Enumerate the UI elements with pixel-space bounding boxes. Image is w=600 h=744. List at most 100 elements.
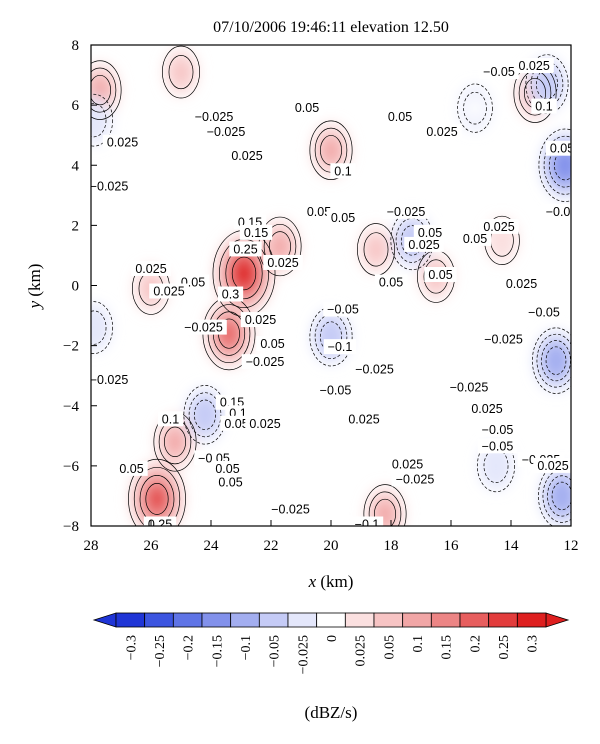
x-tick-label: 22 — [264, 538, 279, 554]
contour-label: −0.025 — [450, 381, 489, 395]
contour-label: 0.025 — [231, 149, 262, 163]
colorbar-swatch — [172, 612, 203, 628]
contour-label-bg — [330, 163, 356, 179]
contour-label: 0.25 — [233, 242, 257, 256]
contour-line — [309, 306, 353, 367]
contour-line — [188, 392, 222, 438]
contour-line — [145, 483, 169, 515]
contour-label: 0.025 — [426, 125, 457, 139]
field-band — [547, 349, 565, 372]
colorbar-tick-label: 0.025 — [354, 635, 369, 667]
contour-label: −0.025 — [396, 472, 435, 486]
colorbar-swatch — [344, 612, 375, 628]
contour-label-bg — [115, 460, 148, 476]
colorbar-swatch — [373, 612, 404, 628]
contour-label: −0.025 — [546, 205, 585, 219]
contour-label: −0.025 — [90, 179, 129, 193]
contour-label: −0.025 — [484, 333, 523, 347]
x-tick-label: 20 — [324, 538, 339, 554]
contour-label: 0.05 — [215, 462, 239, 476]
field-band — [553, 484, 571, 508]
contour-line — [525, 54, 569, 114]
contour-label: −0.05 — [528, 306, 560, 320]
contour-label-bg — [531, 98, 557, 114]
colorbar-tick-label: 0.1 — [411, 635, 426, 653]
colorbar-swatch — [516, 612, 547, 628]
field-band — [166, 429, 184, 455]
contour-label-bg — [315, 382, 356, 398]
colorbar-swatch — [402, 612, 432, 628]
contour-label-bg — [479, 218, 519, 234]
x-tick-label: 12 — [564, 538, 579, 554]
contour-label-bg — [326, 209, 360, 225]
contour-label-bg — [217, 286, 244, 302]
colorbar-tick-label: 0.2 — [468, 635, 483, 653]
colorbar-swatch — [287, 612, 318, 628]
contour-line — [231, 256, 257, 291]
field-band — [170, 57, 192, 87]
contour-label: −0.025 — [271, 502, 310, 516]
colorbar-tick-label: −0.2 — [182, 635, 197, 660]
contour-label: −0.05 — [482, 439, 514, 453]
contour-line — [374, 498, 396, 526]
contour-label-bg — [245, 415, 285, 431]
contour-line — [309, 120, 353, 180]
contour-label-bg — [387, 456, 428, 472]
contour-label: 0.025 — [249, 417, 280, 431]
colorbar: −0.3 −0.25 −0.2 −0.15 −0.1 −0.05 −0.025 0 0.025 0… — [92, 612, 570, 674]
y-tick-label: 0 — [72, 279, 80, 295]
contour-label-bg — [214, 474, 247, 490]
contour-label: 0.025 — [107, 136, 138, 150]
contour-line — [128, 458, 186, 526]
y-axis-title: y (km) — [25, 264, 44, 311]
field-band — [485, 451, 507, 481]
contour-label: −0.025 — [207, 125, 246, 139]
contour-label: 0.05 — [428, 268, 452, 282]
contour-label: 0.05 — [418, 226, 442, 240]
contour-label-bg — [507, 58, 554, 74]
contour-label-bg — [533, 457, 571, 473]
contour-label: −0.1 — [328, 340, 353, 354]
contour-label-bg — [524, 304, 564, 320]
contour-label-bg — [241, 354, 289, 370]
contour-label: 0.05 — [307, 205, 331, 219]
y-tick-label: −2 — [63, 339, 79, 355]
x-tick-label: 26 — [144, 538, 160, 554]
contour-label-bg — [239, 224, 273, 240]
colorbar-swatch — [230, 612, 260, 628]
contour-label: −0.05 — [320, 384, 352, 398]
contour-label: 0.025 — [135, 262, 166, 276]
x-axis-symbol: x — [308, 572, 317, 591]
contour-label-bg — [290, 100, 324, 116]
field-band — [465, 94, 485, 122]
contour-label: 0.3 — [222, 288, 239, 302]
contour-line — [363, 232, 389, 267]
field-band — [365, 235, 387, 264]
contour-label-bg — [229, 241, 262, 257]
field-band — [91, 77, 109, 103]
contour-label-bg — [458, 230, 492, 246]
contour-label: −0.025 — [355, 363, 394, 377]
contour-label: 0.05 — [295, 101, 319, 115]
contour-line — [551, 481, 571, 511]
y-tick-label: −4 — [63, 399, 79, 415]
colorbar-swatch — [459, 612, 490, 628]
contour-label-bg — [91, 372, 133, 388]
colorbar-swatch — [258, 612, 289, 628]
field-band — [91, 313, 105, 342]
contour-line — [536, 333, 571, 388]
colorbar-tick-label: 0.25 — [497, 635, 512, 660]
contour-line — [91, 103, 107, 138]
contour-label-bg — [351, 361, 398, 377]
contour-line — [91, 301, 114, 354]
colorbar-swatch — [115, 612, 146, 628]
contour-label-bg — [467, 400, 507, 416]
contour-label: 0.1 — [334, 164, 351, 178]
colorbar-tick-label: −0.15 — [210, 635, 225, 667]
contour-label: 0.15 — [244, 226, 268, 240]
x-tick-label: 14 — [504, 538, 520, 554]
colorbar-tick-label: −0.25 — [153, 635, 168, 667]
contour-label-bg — [211, 460, 244, 476]
contour-label-bg — [391, 471, 439, 487]
contour-label: 0.025 — [506, 277, 537, 291]
